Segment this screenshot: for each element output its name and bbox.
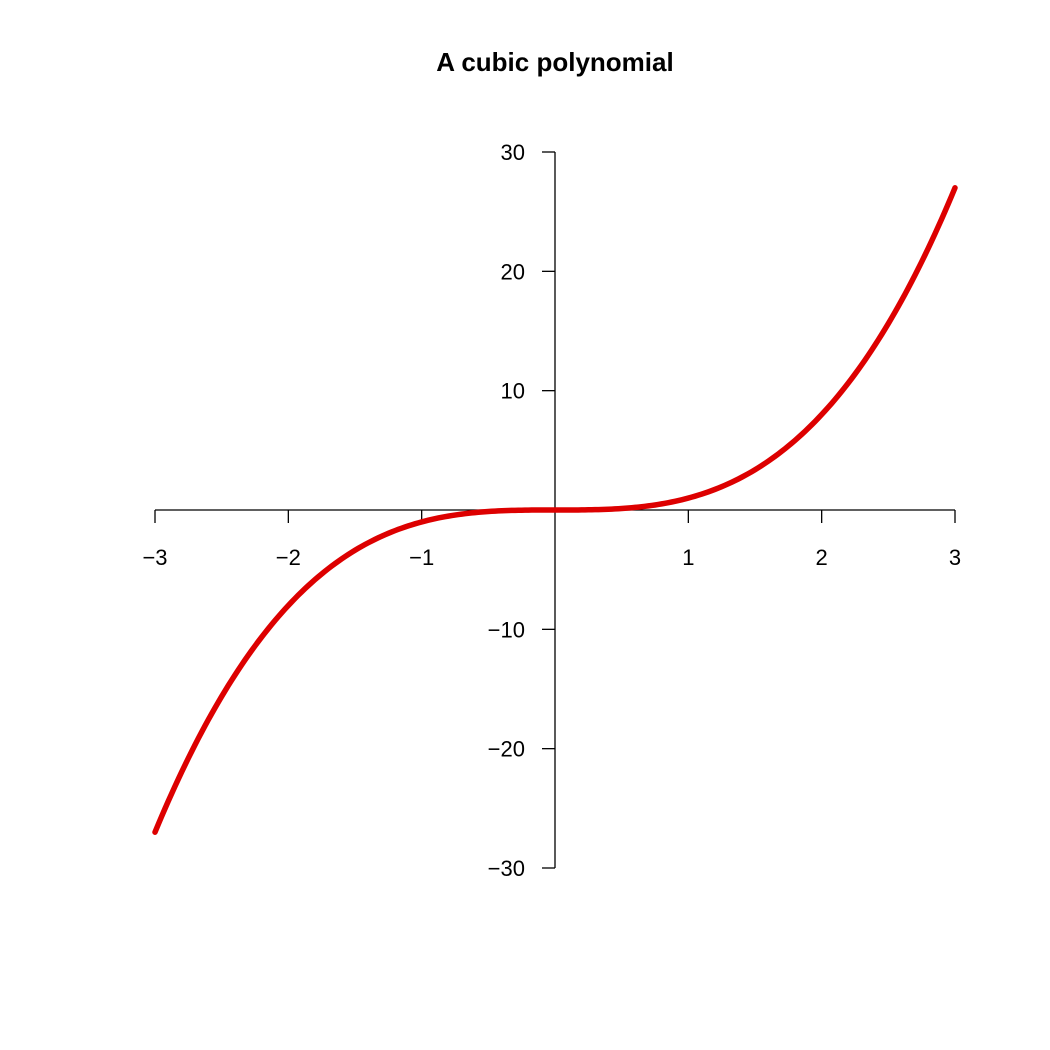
chart-title: A cubic polynomial (436, 47, 673, 77)
series-line-cubic (152, 185, 958, 835)
y-tick-label: −10 (488, 617, 525, 642)
x-tick-label: −1 (409, 545, 434, 570)
y-tick-label: −30 (488, 856, 525, 881)
axes: −3 −2 −1 1 2 3 30 20 10 −10 −20 −30 (142, 140, 961, 881)
series-layer (152, 185, 958, 835)
x-tick-label: −3 (142, 545, 167, 570)
y-tick-label: 30 (501, 140, 525, 165)
y-tick-label: −20 (488, 737, 525, 762)
x-tick-label: 1 (682, 545, 694, 570)
x-tick-label: 3 (949, 545, 961, 570)
x-tick-label: −2 (276, 545, 301, 570)
y-tick-label: 10 (501, 379, 525, 404)
y-tick-label: 20 (501, 259, 525, 284)
x-tick-label: 2 (816, 545, 828, 570)
